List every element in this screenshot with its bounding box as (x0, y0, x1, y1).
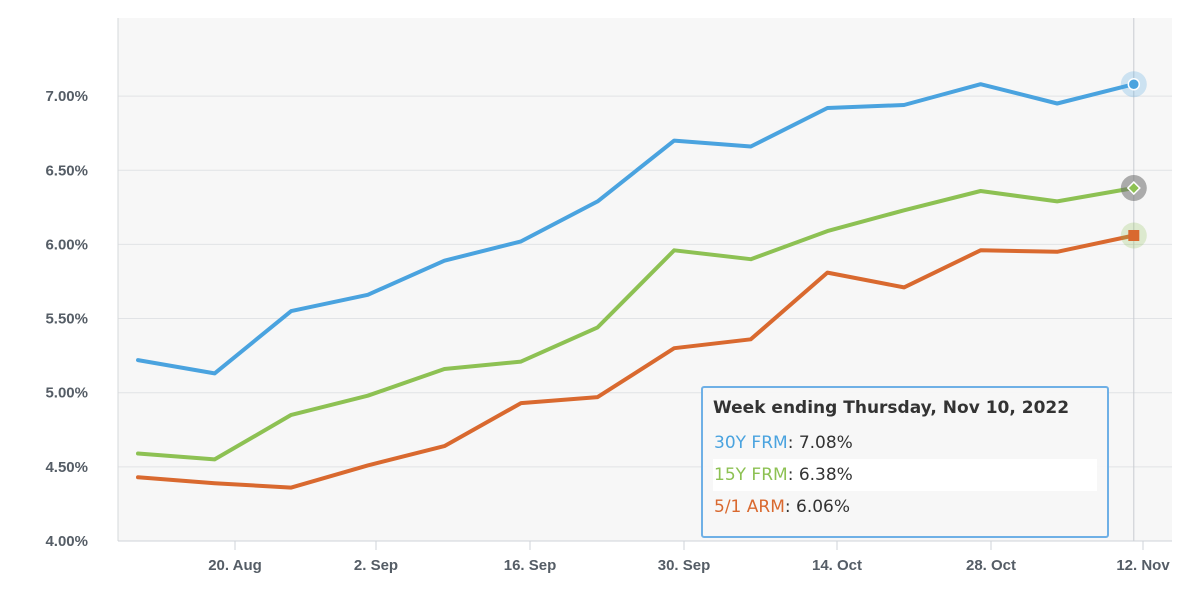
tooltip: Week ending Thursday, Nov 10, 2022 30Y F… (701, 386, 1109, 538)
tooltip-series-name: 15Y FRM (714, 465, 788, 485)
point-marker-circle (1127, 77, 1141, 91)
y-tick-label: 5.50% (45, 311, 88, 328)
y-tick-label: 5.00% (45, 385, 88, 402)
y-axis: 4.00% 4.50% 5.00% 5.50% 6.00% 6.50% 7.00% (45, 88, 88, 550)
x-tick-label: 12. Nov (1116, 557, 1170, 574)
y-tick-label: 4.00% (45, 533, 88, 550)
tooltip-series-value: 6.06% (796, 497, 851, 517)
y-tick-label: 7.00% (45, 88, 88, 105)
series-line-5-1-arm (136, 233, 1136, 490)
series-line-30y-frm (136, 82, 1136, 376)
tooltip-row-30y: 30Y FRM: 7.08% (714, 433, 853, 453)
hover-markers (1120, 71, 1147, 249)
x-tick-label: 2. Sep (354, 557, 398, 574)
y-tick-label: 4.50% (45, 459, 88, 476)
series-line-15y-frm (136, 186, 1136, 462)
tooltip-series-value: 7.08% (798, 433, 853, 453)
y-tick-label: 6.00% (45, 236, 88, 253)
tooltip-row-15y: 15Y FRM: 6.38% (713, 459, 1097, 491)
x-axis: 20. Aug 2. Sep 16. Sep 30. Sep 14. Oct 28. Oc… (118, 540, 1172, 574)
x-tick-label: 20. Aug (208, 557, 262, 574)
tooltip-series-value: 6.38% (798, 465, 853, 485)
point-marker-diamond (1126, 180, 1141, 196)
point-marker-square (1128, 230, 1140, 242)
tooltip-row-arm: 5/1 ARM: 6.06% (714, 497, 851, 517)
x-tick-label: 16. Sep (504, 557, 557, 574)
x-tick-label: 14. Oct (812, 557, 862, 574)
y-tick-label: 6.50% (45, 162, 88, 179)
x-tick-label: 30. Sep (658, 557, 711, 574)
x-tick-label: 28. Oct (966, 557, 1016, 574)
tooltip-series-name: 5/1 ARM (714, 497, 785, 517)
series-group (136, 82, 1136, 490)
tooltip-title: Week ending Thursday, Nov 10, 2022 (713, 398, 1070, 418)
tooltip-series-name: 30Y FRM (714, 433, 788, 453)
